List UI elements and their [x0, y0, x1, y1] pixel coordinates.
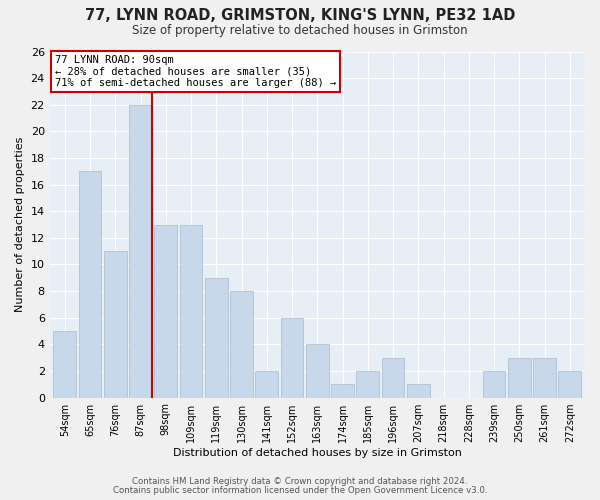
- X-axis label: Distribution of detached houses by size in Grimston: Distribution of detached houses by size …: [173, 448, 462, 458]
- Bar: [129, 104, 152, 398]
- Bar: [230, 291, 253, 398]
- Bar: [483, 371, 505, 398]
- Bar: [79, 172, 101, 398]
- Text: 77, LYNN ROAD, GRIMSTON, KING'S LYNN, PE32 1AD: 77, LYNN ROAD, GRIMSTON, KING'S LYNN, PE…: [85, 8, 515, 22]
- Bar: [331, 384, 354, 398]
- Text: Contains public sector information licensed under the Open Government Licence v3: Contains public sector information licen…: [113, 486, 487, 495]
- Bar: [281, 318, 304, 398]
- Text: Size of property relative to detached houses in Grimston: Size of property relative to detached ho…: [132, 24, 468, 37]
- Bar: [256, 371, 278, 398]
- Text: 77 LYNN ROAD: 90sqm
← 28% of detached houses are smaller (35)
71% of semi-detach: 77 LYNN ROAD: 90sqm ← 28% of detached ho…: [55, 55, 336, 88]
- Bar: [382, 358, 404, 398]
- Bar: [306, 344, 329, 398]
- Bar: [533, 358, 556, 398]
- Text: Contains HM Land Registry data © Crown copyright and database right 2024.: Contains HM Land Registry data © Crown c…: [132, 477, 468, 486]
- Bar: [104, 251, 127, 398]
- Bar: [407, 384, 430, 398]
- Bar: [205, 278, 227, 398]
- Bar: [508, 358, 531, 398]
- Bar: [559, 371, 581, 398]
- Bar: [154, 224, 177, 398]
- Bar: [180, 224, 202, 398]
- Y-axis label: Number of detached properties: Number of detached properties: [15, 137, 25, 312]
- Bar: [356, 371, 379, 398]
- Bar: [53, 331, 76, 398]
